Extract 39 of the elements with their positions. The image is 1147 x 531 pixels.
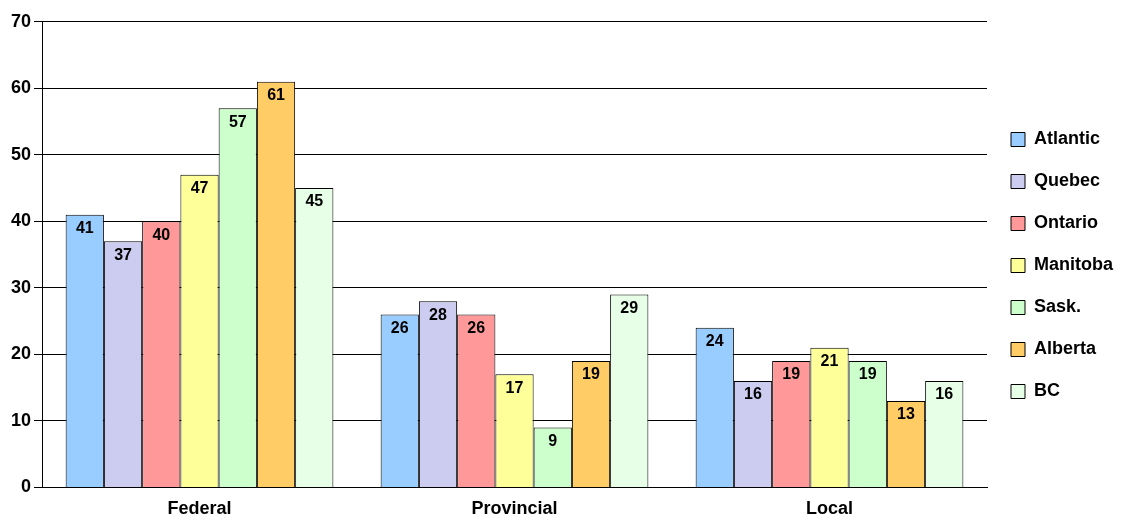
data-label: 57 [228, 112, 247, 130]
data-label: 45 [305, 192, 324, 210]
legend-label: Quebec [1034, 170, 1101, 191]
data-label: 29 [620, 298, 639, 316]
x-tick-label: Federal [167, 498, 232, 519]
y-tick-label: 60 [10, 77, 32, 98]
y-tick-label: 20 [10, 343, 32, 364]
legend-label: Manitoba [1034, 254, 1114, 275]
data-label: 16 [935, 385, 954, 403]
y-tick-label: 30 [10, 276, 32, 297]
data-label: 28 [429, 305, 448, 323]
data-label: 13 [897, 405, 916, 423]
data-label: 9 [548, 431, 558, 449]
legend-label: Ontario [1034, 212, 1099, 233]
data-label: 19 [782, 365, 801, 383]
data-label: 16 [744, 385, 763, 403]
y-tick-label: 70 [10, 10, 32, 31]
data-label: 47 [190, 179, 209, 197]
data-label: 40 [152, 225, 171, 243]
data-label: 24 [705, 332, 724, 350]
data-label: 21 [820, 352, 839, 370]
y-tick-label: 40 [10, 210, 32, 231]
x-tick-label: Provincial [471, 498, 558, 519]
legend-label: Sask. [1034, 296, 1082, 317]
data-label: 19 [858, 365, 877, 383]
data-label: 37 [114, 245, 133, 263]
legend-label: Alberta [1034, 338, 1098, 359]
data-label: 41 [75, 219, 94, 237]
y-tick-label: 10 [10, 409, 32, 430]
data-label: 17 [505, 378, 524, 396]
data-label: 26 [390, 318, 409, 336]
data-label: 61 [267, 86, 286, 104]
x-tick-label: Local [806, 498, 854, 519]
data-label: 19 [582, 365, 601, 383]
data-label: 26 [467, 318, 486, 336]
y-tick-label: 50 [10, 143, 32, 164]
y-tick-label: 0 [21, 476, 32, 497]
legend-label: BC [1034, 380, 1060, 401]
legend-label: Atlantic [1034, 128, 1101, 149]
